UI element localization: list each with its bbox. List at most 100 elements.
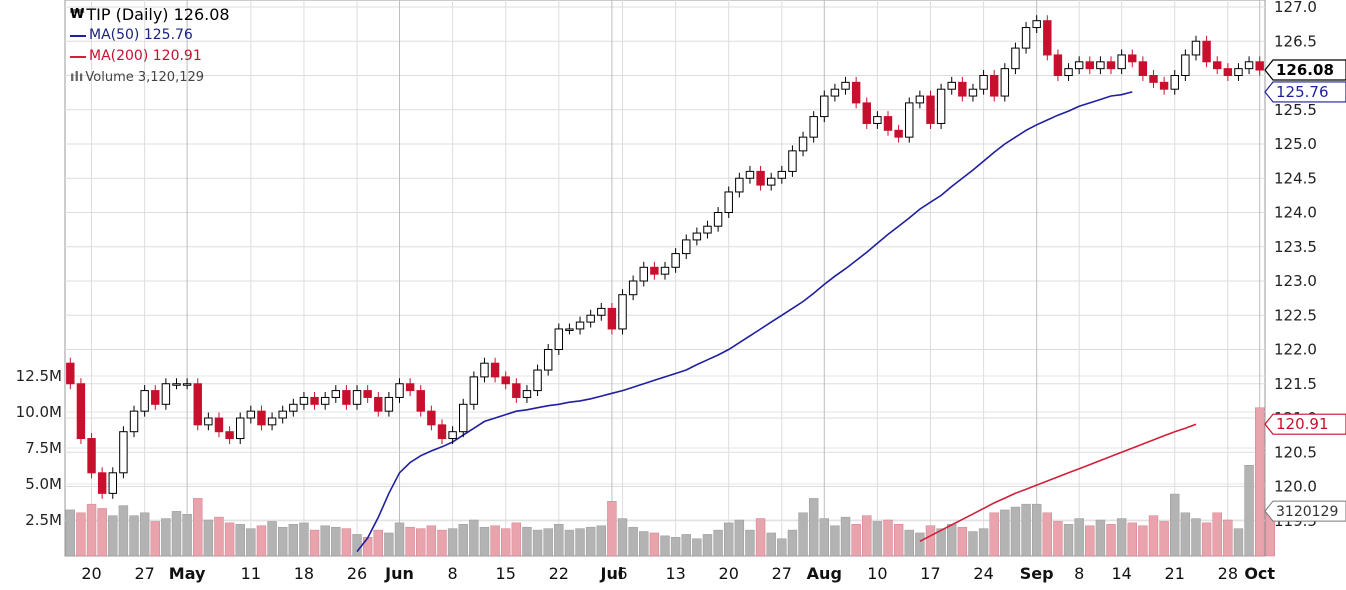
- legend-title: ₩ TIP (Daily) 126.08: [70, 4, 230, 25]
- price-tick-label: 124.5: [1274, 169, 1317, 187]
- volume-bar: [86, 503, 97, 557]
- candle-body: [119, 431, 128, 474]
- candle-body: [873, 116, 882, 124]
- price-tick-label: 127.0: [1274, 0, 1317, 16]
- volume-bar: [1159, 521, 1169, 557]
- candle-body: [363, 390, 372, 398]
- candle-body: [905, 102, 914, 138]
- candle-body: [97, 472, 107, 494]
- volume-bar: [925, 525, 936, 557]
- candle-body: [1128, 54, 1137, 63]
- candle-body: [533, 369, 542, 392]
- volume-bar: [500, 528, 511, 557]
- candle-body: [246, 410, 256, 419]
- legend-volume: ılı Volume 3,120,129: [70, 67, 230, 88]
- volume-bar: [511, 522, 522, 557]
- volume-tick-label: 2.5M: [25, 511, 62, 529]
- candle-body: [639, 266, 648, 282]
- candle-body: [1043, 20, 1052, 56]
- volume-bar: [352, 534, 362, 557]
- candle-body: [777, 170, 787, 179]
- candle-body: [405, 383, 415, 392]
- ma200-line-group: [919, 423, 1197, 543]
- candle-body: [1021, 27, 1031, 49]
- candle-body: [1149, 75, 1158, 83]
- volume-bar: [97, 508, 107, 557]
- date-tick-label: 15: [496, 564, 516, 583]
- price-axis: 127.0126.5126.0125.5125.0124.5124.0123.5…: [1264, 0, 1346, 530]
- candle-body: [108, 472, 118, 494]
- legend-ma50: MA(50) 125.76: [70, 25, 230, 46]
- date-tick-label: Aug: [807, 564, 842, 583]
- candle-body: [1138, 61, 1148, 76]
- candle-body: [1074, 61, 1084, 70]
- volume-bar: [692, 538, 702, 557]
- candle-body: [214, 417, 224, 433]
- candle-body: [575, 321, 585, 330]
- candle-body: [607, 307, 617, 330]
- candle-body: [565, 328, 574, 331]
- candle-body: [427, 410, 436, 426]
- ma200-swatch: [70, 55, 86, 58]
- candle-body: [310, 396, 319, 405]
- last-value-label: 120.91: [1276, 415, 1329, 433]
- volume-bar: [331, 526, 341, 557]
- volume-bar: [469, 519, 479, 557]
- candle-body: [671, 253, 680, 268]
- volume-bar: [139, 512, 150, 557]
- candle-body: [543, 349, 553, 371]
- volume-bar: [724, 522, 734, 557]
- candle-body: [289, 403, 298, 412]
- candle-body: [1064, 68, 1073, 77]
- volume-bar: [76, 512, 86, 557]
- volume-bar: [1212, 512, 1222, 557]
- volume-bar: [277, 526, 288, 557]
- candle-body: [1202, 40, 1211, 63]
- volume-bar: [362, 537, 373, 557]
- candle-body: [1234, 68, 1243, 77]
- volume-bar: [532, 529, 543, 557]
- volume-bar: [798, 512, 808, 557]
- date-tick-label: 27: [772, 564, 792, 583]
- volume-bar: [182, 513, 192, 557]
- candle-body: [554, 328, 564, 351]
- volume-bar: [394, 522, 405, 557]
- candle-body: [384, 396, 394, 412]
- volume-bar: [660, 535, 670, 557]
- volume-bar: [883, 519, 893, 557]
- date-tick-label: 24: [973, 564, 993, 583]
- candle-body: [267, 417, 277, 426]
- volume-bar: [203, 519, 214, 557]
- date-tick-label: 11: [241, 564, 261, 583]
- volume-bar: [309, 529, 320, 557]
- volume-bar: [522, 526, 532, 557]
- volume-bar: [989, 512, 999, 557]
- volume-bar: [1138, 525, 1148, 557]
- volume-bar: [830, 525, 840, 557]
- volume-bar: [851, 524, 861, 557]
- volume-bar: [161, 518, 171, 557]
- candle-body: [1181, 54, 1190, 76]
- volume-bar: [246, 528, 256, 557]
- volume-bar: [1021, 503, 1031, 557]
- volume-bar: [1244, 465, 1254, 557]
- candle-body: [820, 95, 829, 118]
- volume-bar: [256, 525, 267, 557]
- date-tick-label: 8: [1074, 564, 1084, 583]
- volume-bar: [702, 534, 713, 557]
- candle-body: [352, 390, 362, 405]
- candle-body: [480, 362, 489, 378]
- candle-body: [395, 383, 404, 398]
- last-value-label: 126.08: [1276, 61, 1334, 79]
- date-tick-label: 26: [347, 564, 367, 583]
- volume-bar: [1074, 518, 1084, 557]
- candle-body: [926, 95, 935, 124]
- candle-body: [1223, 68, 1233, 77]
- candle-body: [894, 129, 903, 138]
- ma50-line-group: [356, 91, 1133, 553]
- date-tick-label: 27: [134, 564, 154, 583]
- candle-body: [862, 102, 871, 124]
- volume-bar: [936, 528, 946, 557]
- volume-bar: [734, 519, 745, 557]
